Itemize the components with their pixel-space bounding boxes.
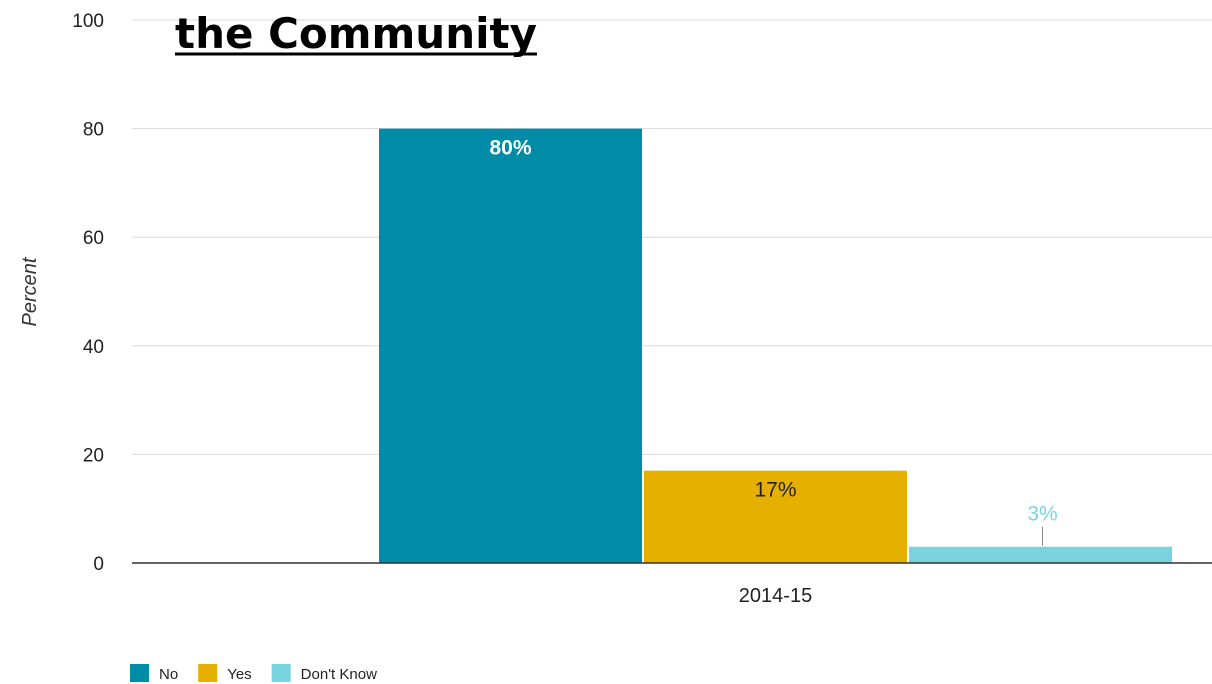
legend-swatch	[198, 664, 218, 682]
legend-swatch	[130, 664, 149, 682]
y-tick-label: 100	[72, 11, 104, 32]
y-tick-label: 60	[83, 228, 104, 249]
bars: 80% 17% 3%	[379, 128, 1172, 563]
y-axis-title: Percent	[19, 256, 41, 326]
legend: No Yes Don't Know	[130, 664, 377, 683]
bar-yes	[644, 470, 907, 563]
data-label: 3%	[1027, 503, 1057, 526]
y-tick-label: 40	[83, 337, 104, 358]
legend-label: Yes	[227, 666, 251, 683]
x-category-label: 2014-15	[739, 585, 812, 607]
gridlines	[132, 19, 1212, 455]
data-label: 80%	[489, 137, 531, 160]
legend-label: No	[159, 666, 178, 683]
x-axis-categories: 2014-15	[739, 585, 812, 607]
y-tick-label: 20	[83, 445, 104, 466]
legend-label: Don't Know	[301, 666, 377, 683]
y-axis-ticks: 0 20 40 60 80 100	[72, 11, 104, 575]
y-tick-label: 80	[83, 120, 104, 141]
bar-don-t-know	[909, 546, 1172, 563]
legend-swatch	[271, 664, 291, 682]
chart-title: the Community	[175, 9, 537, 58]
bar-no	[379, 128, 642, 563]
y-tick-label: 0	[93, 554, 104, 575]
data-label: 17%	[754, 479, 796, 502]
